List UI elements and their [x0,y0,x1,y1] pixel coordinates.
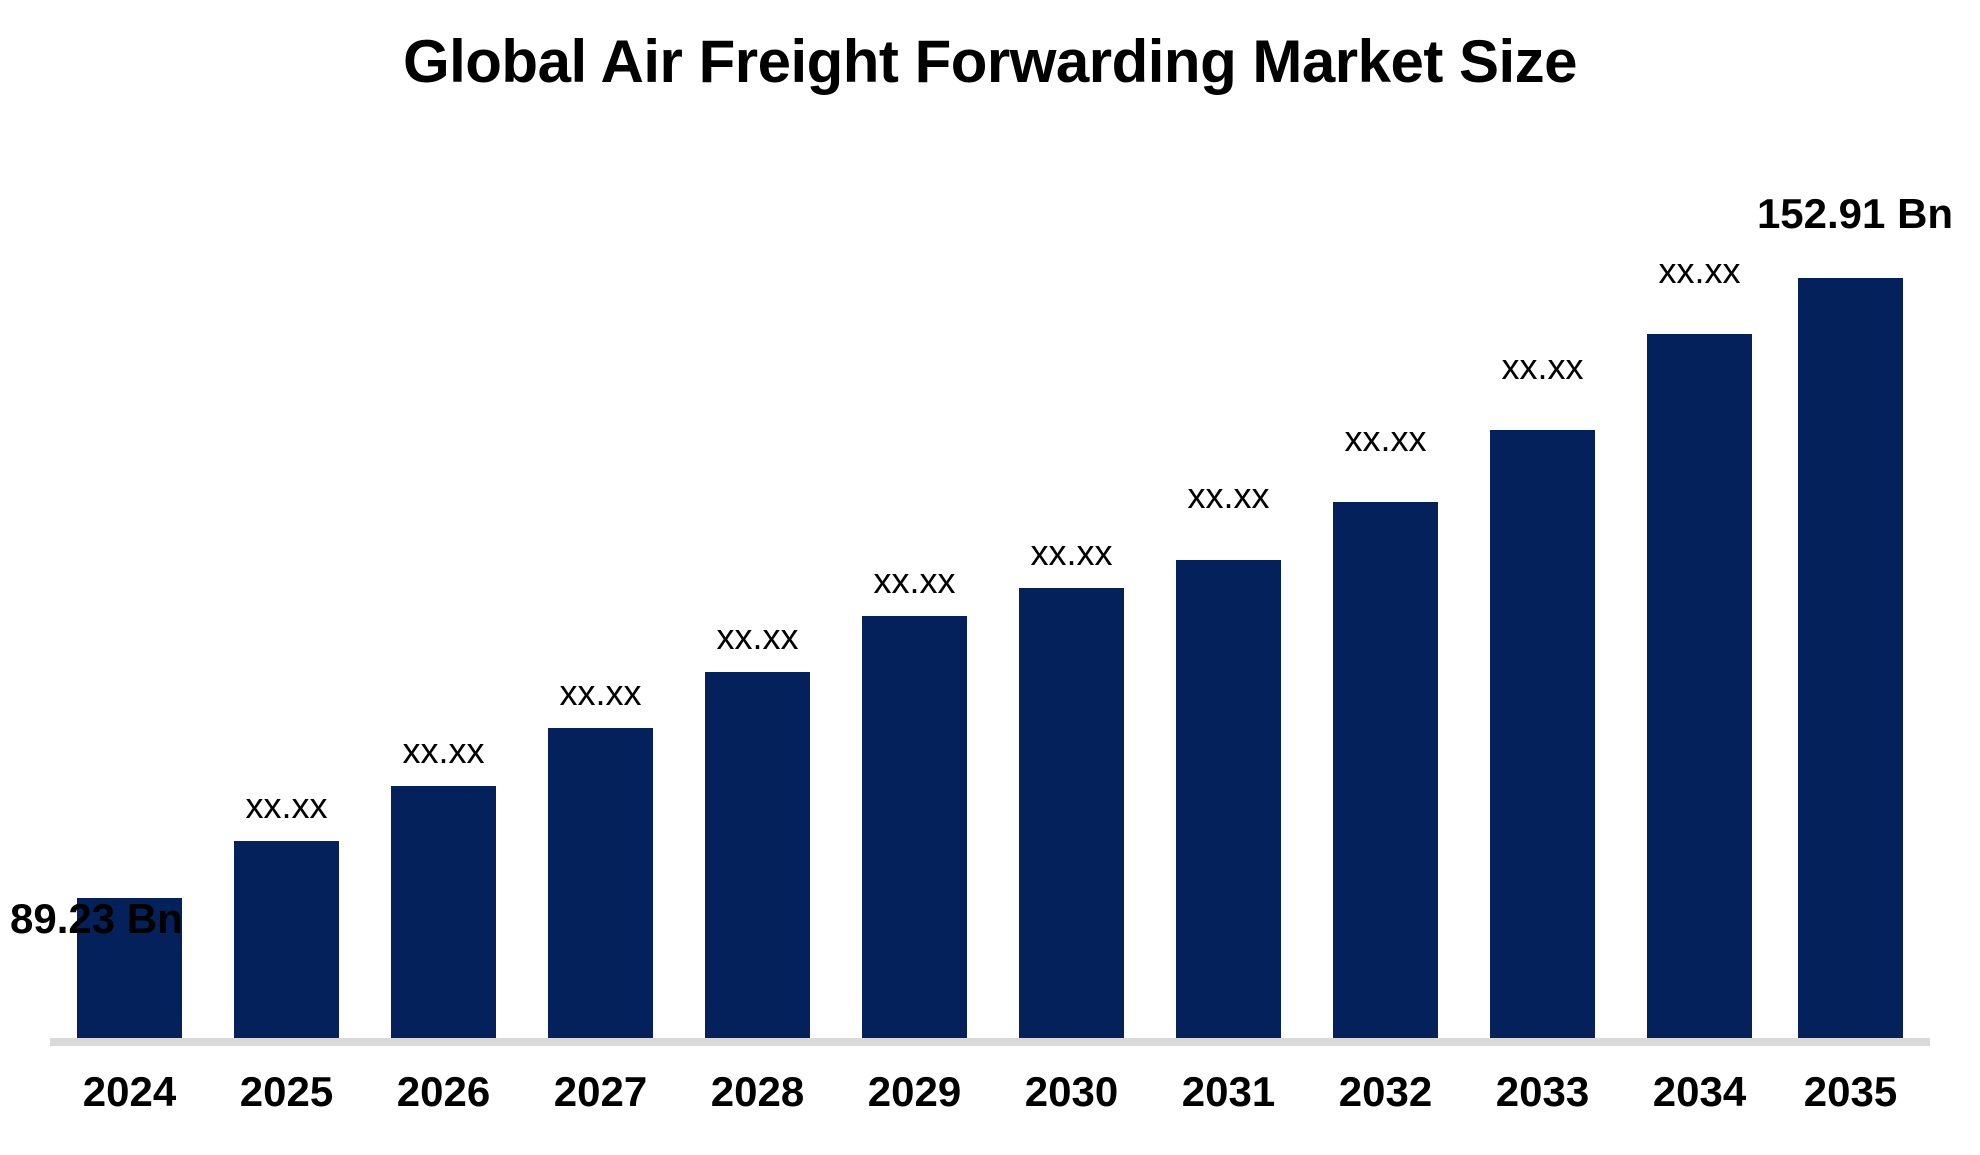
x-tick-2030: 2030 [1024,1068,1119,1115]
bar-2034 [1647,334,1752,1039]
bar-2035 [1798,278,1903,1039]
x-tick-2025: 2025 [239,1068,334,1115]
x-tick-2024: 2024 [82,1068,177,1115]
value-label-2035: 152.91 Bn [1756,190,1954,237]
x-tick-2033: 2033 [1495,1068,1590,1115]
x-tick-2032: 2032 [1338,1068,1433,1115]
bar-2026 [391,786,496,1039]
bar-2032 [1333,502,1438,1039]
value-label-2030: xx.xx [1030,532,1113,573]
bar-2028 [705,672,810,1039]
x-tick-2029: 2029 [867,1068,962,1115]
value-label-2029: xx.xx [873,560,956,601]
value-label-2031: xx.xx [1187,475,1270,516]
bar-2029 [862,616,967,1039]
value-label-2024: 89.23 Bn [10,895,183,942]
x-tick-2028: 2028 [710,1068,805,1115]
x-tick-2034: 2034 [1652,1068,1747,1115]
value-label-2027: xx.xx [559,672,642,713]
x-tick-2031: 2031 [1181,1068,1276,1115]
bar-2030 [1019,588,1124,1039]
value-label-2033: xx.xx [1501,346,1584,387]
x-tick-2035: 2035 [1803,1068,1898,1115]
value-label-2034: xx.xx [1658,250,1741,291]
page-title: Global Air Freight Forwarding Market Siz… [402,28,1578,95]
bar-2027 [548,728,653,1039]
bar-2025 [234,841,339,1039]
x-axis-line [50,1038,1930,1046]
x-tick-2026: 2026 [396,1068,491,1115]
value-label-2028: xx.xx [716,616,799,657]
value-label-2026: xx.xx [402,730,485,771]
value-label-2025: xx.xx [245,785,328,826]
value-label-2032: xx.xx [1344,418,1427,459]
bar-2033 [1490,430,1595,1039]
bar-2024 [77,898,182,1039]
x-tick-2027: 2027 [553,1068,648,1115]
bar-2031 [1176,560,1281,1039]
